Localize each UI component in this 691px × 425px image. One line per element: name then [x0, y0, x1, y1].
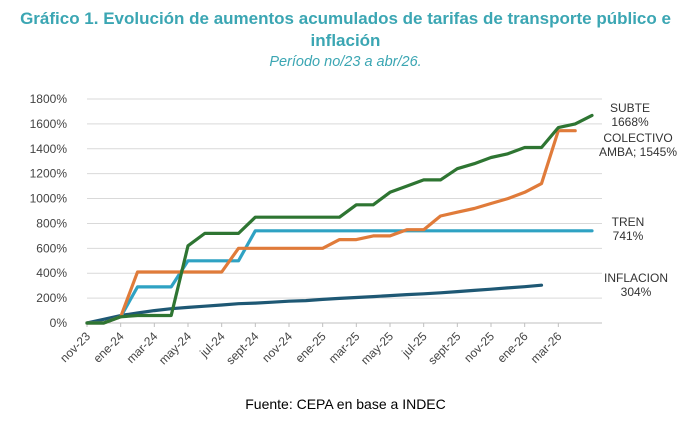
end-label-colectivo-amba: AMBA; 1545% [599, 145, 677, 159]
x-tick-label: ene-26 [494, 329, 531, 366]
x-tick-label: mar-24 [124, 329, 161, 366]
chart-title: Gráfico 1. Evolución de aumentos acumula… [20, 9, 671, 50]
y-tick-label: 1600% [30, 117, 68, 131]
end-label-inflacion: INFLACION [604, 271, 668, 285]
series-line-inflacion [85, 283, 544, 325]
x-tick-label: mar-25 [326, 329, 363, 366]
y-tick-label: 400% [36, 266, 67, 280]
y-tick-label: 1200% [30, 167, 68, 181]
x-tick-label: nov-23 [57, 329, 93, 365]
chart-subtitle: Período no/23 a abr/26. [269, 54, 422, 70]
x-tick-label: jul-25 [398, 329, 430, 361]
y-tick-label: 1800% [30, 92, 68, 106]
x-tick-label: jul-24 [196, 329, 228, 361]
x-tick-label: may-25 [358, 329, 396, 367]
x-tick-label: mar-26 [528, 329, 565, 366]
x-tick-label: ene-24 [90, 329, 127, 366]
x-tick-label: may-24 [156, 329, 194, 367]
series-line-tren [85, 229, 594, 325]
x-tick-label: nov-24 [259, 329, 295, 365]
y-tick-label: 1000% [30, 192, 68, 206]
x-tick-label: sept-24 [223, 329, 261, 367]
chart-source: Fuente: CEPA en base a INDEC [245, 396, 446, 412]
x-tick-label: sept-25 [425, 329, 463, 367]
series-line-colectivo-amba [85, 129, 577, 325]
end-label-inflacion: 304% [621, 285, 652, 299]
x-tick-label: ene-25 [292, 329, 329, 366]
end-label-subte: 1668% [611, 115, 649, 129]
y-tick-label: 800% [36, 216, 67, 230]
y-tick-label: 600% [36, 241, 67, 255]
y-tick-label: 1400% [30, 142, 68, 156]
x-tick-label: nov-25 [461, 329, 497, 365]
end-label-tren: 741% [613, 229, 644, 243]
series-line-subte [85, 113, 594, 325]
end-label-subte: SUBTE [610, 101, 650, 115]
y-tick-label: 200% [36, 291, 67, 305]
y-tick-label: 0% [50, 316, 68, 330]
end-label-colectivo-amba: COLECTIVO [603, 131, 672, 145]
end-label-tren: TREN [612, 215, 645, 229]
